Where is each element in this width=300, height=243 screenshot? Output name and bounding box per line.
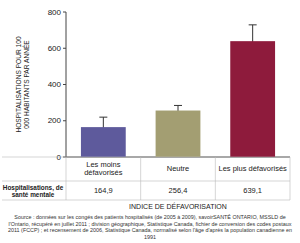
- row-label: Hospitalisations, de santé mentale: [2, 182, 64, 199]
- x-tick-label: Les plus défavorisés: [217, 159, 288, 179]
- error-cap: [99, 117, 107, 118]
- data-label: 256,4: [141, 182, 216, 199]
- y-tick: [63, 84, 66, 85]
- bar: [230, 41, 275, 157]
- y-axis-label-line: 000 HABITANTS PAR ANNÉE: [22, 40, 30, 129]
- y-tick-label: 200: [48, 116, 62, 125]
- y-tick-label: 800: [48, 8, 62, 17]
- bar: [156, 111, 201, 157]
- table-rule: [2, 157, 290, 158]
- y-tick: [63, 120, 66, 121]
- y-tick-label: 600: [48, 44, 62, 53]
- table-rule: [140, 157, 141, 200]
- x-tick-label: Neutre: [143, 159, 214, 179]
- y-tick: [63, 48, 66, 49]
- error-cap: [249, 24, 257, 25]
- data-label: 164,9: [66, 182, 141, 199]
- x-tick-label: Les moins défavorisés: [68, 159, 139, 179]
- error-cap: [174, 105, 182, 106]
- y-axis-label: HOSPITALISATIONS POUR 100000 HABITANTS P…: [15, 36, 30, 132]
- y-axis-label-line: HOSPITALISATIONS POUR 100: [15, 36, 22, 132]
- table-rule: [215, 157, 216, 200]
- bar: [81, 127, 126, 157]
- x-axis-label: INDICE DE DÉFAVORISATION: [129, 202, 227, 210]
- y-tick: [63, 12, 66, 13]
- table-rule: [66, 157, 67, 200]
- source: Source : données sur les congés des pati…: [4, 214, 296, 240]
- data-label: 639,1: [215, 182, 290, 199]
- table-rule: [2, 200, 290, 201]
- table-rule: [290, 157, 291, 200]
- table-rule: [2, 181, 290, 182]
- y-tick-label: 400: [48, 80, 62, 89]
